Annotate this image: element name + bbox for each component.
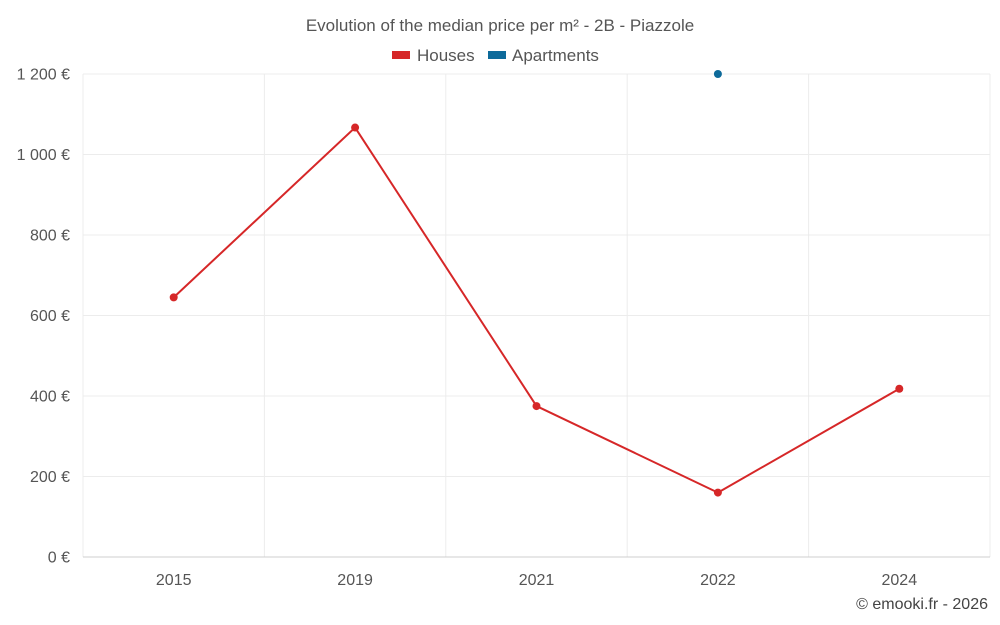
y-tick-label: 200 € (30, 469, 70, 486)
axes: 0 € 200 € 400 € 600 € 800 € 1 000 € 1 200 € 201… (17, 67, 990, 589)
y-tick-label: 400 € (30, 389, 70, 406)
x-tick-label: 2015 (156, 572, 192, 589)
grid (82, 73, 991, 557)
data-point-apartments[interactable] (713, 70, 722, 78)
y-tick-label: 0 € (48, 550, 70, 567)
x-tick-label: 2021 (519, 572, 555, 589)
legend-item-houses[interactable]: Houses (392, 46, 475, 65)
y-tick-label: 800 € (30, 228, 70, 245)
chart-title: Evolution of the median price per m² - 2… (306, 16, 694, 35)
legend: Houses Apartments (392, 46, 599, 65)
data-point-houses[interactable] (351, 123, 360, 132)
x-tick-label: 2019 (337, 572, 373, 589)
y-tick-label: 600 € (30, 308, 70, 325)
x-tick-label: 2022 (700, 572, 736, 589)
series-line-houses (173, 126, 900, 494)
data-point-houses[interactable] (895, 384, 904, 393)
legend-label-apartments: Apartments (512, 46, 599, 65)
credit-text: © emooki.fr - 2026 (856, 596, 988, 613)
legend-item-apartments[interactable]: Apartments (488, 46, 599, 65)
y-tick-label: 1 200 € (17, 67, 70, 84)
data-point-houses[interactable] (532, 402, 541, 411)
x-tick-label: 2024 (882, 572, 918, 589)
y-tick-label: 1 000 € (17, 147, 70, 164)
series (169, 70, 904, 497)
legend-swatch-apartments (488, 51, 506, 59)
legend-swatch-houses (392, 51, 410, 59)
legend-label-houses: Houses (417, 46, 475, 65)
data-point-houses[interactable] (169, 293, 178, 302)
data-point-houses[interactable] (713, 488, 722, 497)
